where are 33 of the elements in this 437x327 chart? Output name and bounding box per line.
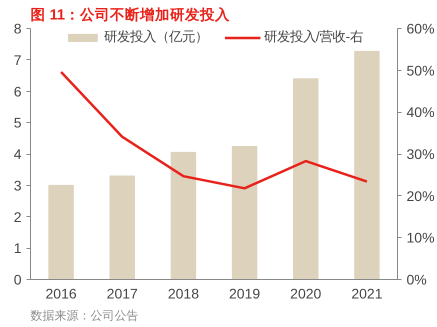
y-tick-label: 8 [14,20,22,36]
y-tick-label: 3 [14,177,22,194]
y2-tick-label: 0% [406,272,427,288]
y2-tick-label: 10% [406,230,435,246]
y-tick-label: 2 [14,208,22,225]
bar [110,175,135,280]
x-tick-label: 2020 [290,286,322,302]
bar [232,146,258,280]
x-tick-label: 2021 [351,286,383,302]
x-tick-label: 2019 [229,286,260,302]
y-tick-label: 1 [14,240,22,256]
y2-tick-label: 60% [406,20,435,36]
y-tick-label: 4 [14,146,22,162]
bar [170,152,196,280]
bar [48,184,74,280]
legend-label: 研发投入/营收-右 [264,28,364,46]
y2-tick-label: 30% [406,146,435,162]
x-tick-label: 2017 [106,286,138,302]
y-tick-label: 6 [14,83,22,100]
y-tick-label: 0 [14,272,22,288]
chart-title: 图 11：公司不断增加研发投入 [30,6,232,24]
y-tick-label: 7 [14,52,22,68]
x-tick-label: 2018 [168,286,200,302]
y2-tick-label: 50% [406,62,435,78]
legend-label: 研发投入（亿元） [104,28,208,46]
y-tick-label: 5 [14,114,22,131]
y2-tick-label: 20% [406,188,435,204]
bar [354,50,380,280]
line-series [60,70,368,190]
source-note: 数据来源：公司公告 [30,308,138,322]
bar [293,78,318,280]
y2-tick-label: 40% [406,104,435,120]
x-tick-label: 2016 [46,286,77,302]
